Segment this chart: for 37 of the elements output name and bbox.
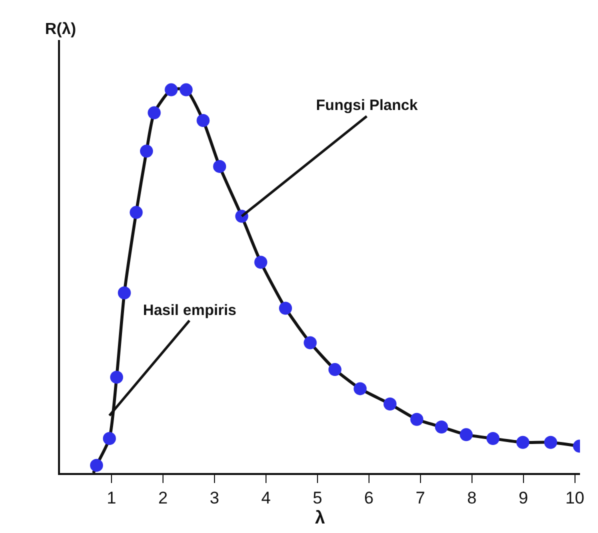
point <box>486 432 500 446</box>
point <box>90 458 104 472</box>
annotation: Hasil empiris <box>143 302 236 319</box>
point <box>164 83 178 96</box>
point <box>304 336 317 350</box>
x-tick-label: 9 <box>518 488 528 508</box>
point <box>460 428 473 442</box>
point <box>354 382 367 396</box>
y-axis-title: R(λ) <box>45 21 76 38</box>
point <box>516 436 530 449</box>
point <box>148 106 161 120</box>
point <box>140 144 153 158</box>
point <box>110 370 124 384</box>
x-tick-label: 7 <box>416 488 426 508</box>
point <box>410 412 424 426</box>
x-tick-label: 5 <box>312 488 322 508</box>
point <box>435 420 448 434</box>
point <box>180 83 193 96</box>
x-tick-label: 6 <box>364 488 374 508</box>
x-tick-label: 8 <box>467 488 477 508</box>
x-tick-label: 4 <box>261 488 271 508</box>
x-tick-label: 2 <box>158 488 168 508</box>
annotation: Fungsi Planck <box>316 97 418 114</box>
x-tick-label: 10 <box>565 488 584 508</box>
point <box>118 286 131 300</box>
point <box>328 363 342 376</box>
point <box>279 302 292 315</box>
x-tick-label: 1 <box>106 488 116 508</box>
point <box>254 256 268 269</box>
x-tick-label: 3 <box>210 488 220 508</box>
point <box>384 398 397 411</box>
point <box>196 114 210 127</box>
point <box>130 206 143 219</box>
x-axis-title: λ <box>314 507 326 528</box>
point <box>544 436 558 449</box>
point <box>213 160 226 173</box>
point <box>102 432 116 446</box>
